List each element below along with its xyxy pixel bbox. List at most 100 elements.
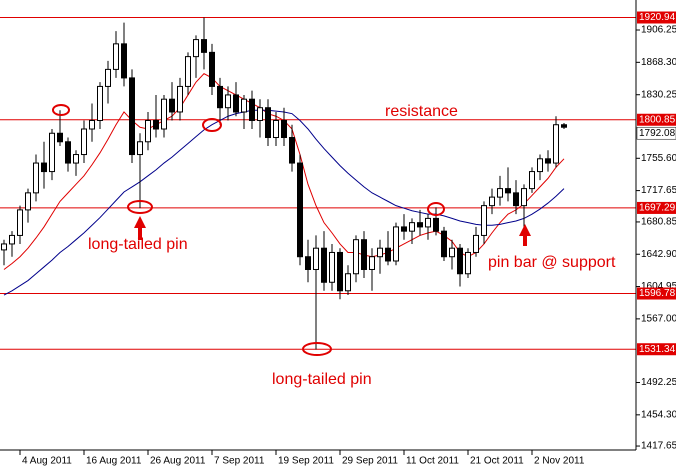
candle-body xyxy=(145,119,151,143)
level-label: 1800.85 xyxy=(639,114,676,125)
candle-body xyxy=(489,196,495,207)
candle-body xyxy=(249,98,255,121)
candle-body xyxy=(161,98,167,130)
marker-ellipse xyxy=(302,342,332,356)
y-tick-label: 1604.95 xyxy=(641,281,676,292)
candle-body xyxy=(57,132,63,143)
y-tick-label: 1906.25 xyxy=(641,25,676,36)
candle-body xyxy=(289,137,295,164)
level-label-box xyxy=(637,113,676,126)
level-label-box xyxy=(637,287,676,300)
candle-body xyxy=(337,251,343,292)
candle-body xyxy=(473,234,479,253)
y-tick-label: 1868.30 xyxy=(641,57,676,68)
candle-body xyxy=(89,119,95,130)
marker-ellipse xyxy=(127,200,153,214)
candle-body xyxy=(257,107,263,121)
candle-body xyxy=(345,273,351,292)
candle-body xyxy=(153,119,159,130)
level-label: 1531.34 xyxy=(639,344,676,355)
candle-body xyxy=(81,128,87,156)
candle-body xyxy=(9,234,15,245)
candle-body xyxy=(281,119,287,139)
candle-body xyxy=(449,247,455,258)
arrow xyxy=(519,224,531,246)
candle-body xyxy=(185,56,191,87)
markers xyxy=(52,104,445,356)
candle-body xyxy=(33,162,39,194)
y-tick-label: 1680.85 xyxy=(641,217,676,228)
candle-body xyxy=(217,85,223,109)
candle-body xyxy=(73,154,79,164)
y-tick-label: 1492.25 xyxy=(641,377,676,388)
candle-body xyxy=(193,39,199,58)
x-tick-label: 19 Sep 2011 xyxy=(278,456,334,467)
axis-labels: 1906.25 1868.30 1830.25 1755.60 1717.65 1680.… xyxy=(19,11,676,467)
x-tick-label: 29 Sep 2011 xyxy=(342,456,398,467)
candle-body xyxy=(177,85,183,113)
annotation: long-tailed pin xyxy=(272,371,372,388)
candle-body xyxy=(305,256,311,270)
candle-body xyxy=(129,77,135,156)
y-tick-label: 1454.30 xyxy=(641,409,676,420)
candle-body xyxy=(465,251,471,275)
candle-body xyxy=(513,192,519,207)
x-tick-label: 2 Nov 2011 xyxy=(534,456,585,467)
level-label-box xyxy=(637,343,676,356)
y-tick-label: 1642.90 xyxy=(641,249,676,260)
level-label: 1596.78 xyxy=(639,288,676,299)
level-label: 1697.29 xyxy=(639,203,676,214)
candle-body xyxy=(361,239,367,270)
candle-body xyxy=(1,243,7,251)
candle-body xyxy=(65,141,71,164)
x-tick-label: 7 Sep 2011 xyxy=(214,456,265,467)
arrows xyxy=(134,216,531,246)
annotation: long-tailed pin xyxy=(88,236,188,253)
candle-body xyxy=(121,43,127,79)
price-label: 1792.08 xyxy=(639,128,676,139)
candle-body xyxy=(113,43,119,70)
marker-ellipse xyxy=(427,202,445,216)
candle-body xyxy=(329,251,335,283)
y-tick-label: 1417.65 xyxy=(641,441,676,452)
annotation: pin bar @ support xyxy=(488,254,616,271)
candle-body xyxy=(393,226,399,262)
candle-body xyxy=(169,98,175,113)
annotation: resistance xyxy=(385,103,458,120)
candle-body xyxy=(369,256,375,270)
x-tick-label: 4 Aug 2011 xyxy=(22,456,72,467)
candle-body xyxy=(537,158,543,173)
candle-body xyxy=(521,188,527,207)
candle-body xyxy=(49,132,55,173)
candle-body xyxy=(313,247,319,270)
candle-body xyxy=(137,141,143,156)
level-label: 1920.94 xyxy=(639,12,676,23)
candle-body xyxy=(241,98,247,113)
marker-ellipse xyxy=(52,104,70,116)
marker-ellipse xyxy=(202,118,222,132)
candle-body xyxy=(417,222,423,228)
y-tick-label: 1717.65 xyxy=(641,185,676,196)
candle-body xyxy=(201,39,207,53)
candle-body xyxy=(321,247,327,283)
candle-body xyxy=(553,124,559,164)
level-label-box xyxy=(637,201,676,214)
y-tick-label: 1830.25 xyxy=(641,89,676,100)
x-tick-label: 26 Aug 2011 xyxy=(150,456,206,467)
candle-body xyxy=(505,188,511,194)
arrow xyxy=(134,216,146,240)
price-label-box xyxy=(636,126,676,140)
candle-body xyxy=(97,85,103,121)
level-label-box xyxy=(637,11,676,24)
candle-body xyxy=(433,217,439,232)
candle-body xyxy=(25,192,31,211)
x-tick-label: 11 Oct 2011 xyxy=(406,456,459,467)
y-tick-label: 1755.60 xyxy=(641,153,676,164)
candle-body xyxy=(377,247,383,258)
candle-body xyxy=(385,247,391,262)
plot-area xyxy=(0,17,636,350)
candle-body xyxy=(353,239,359,275)
x-tick-label: 21 Oct 2011 xyxy=(470,456,524,467)
